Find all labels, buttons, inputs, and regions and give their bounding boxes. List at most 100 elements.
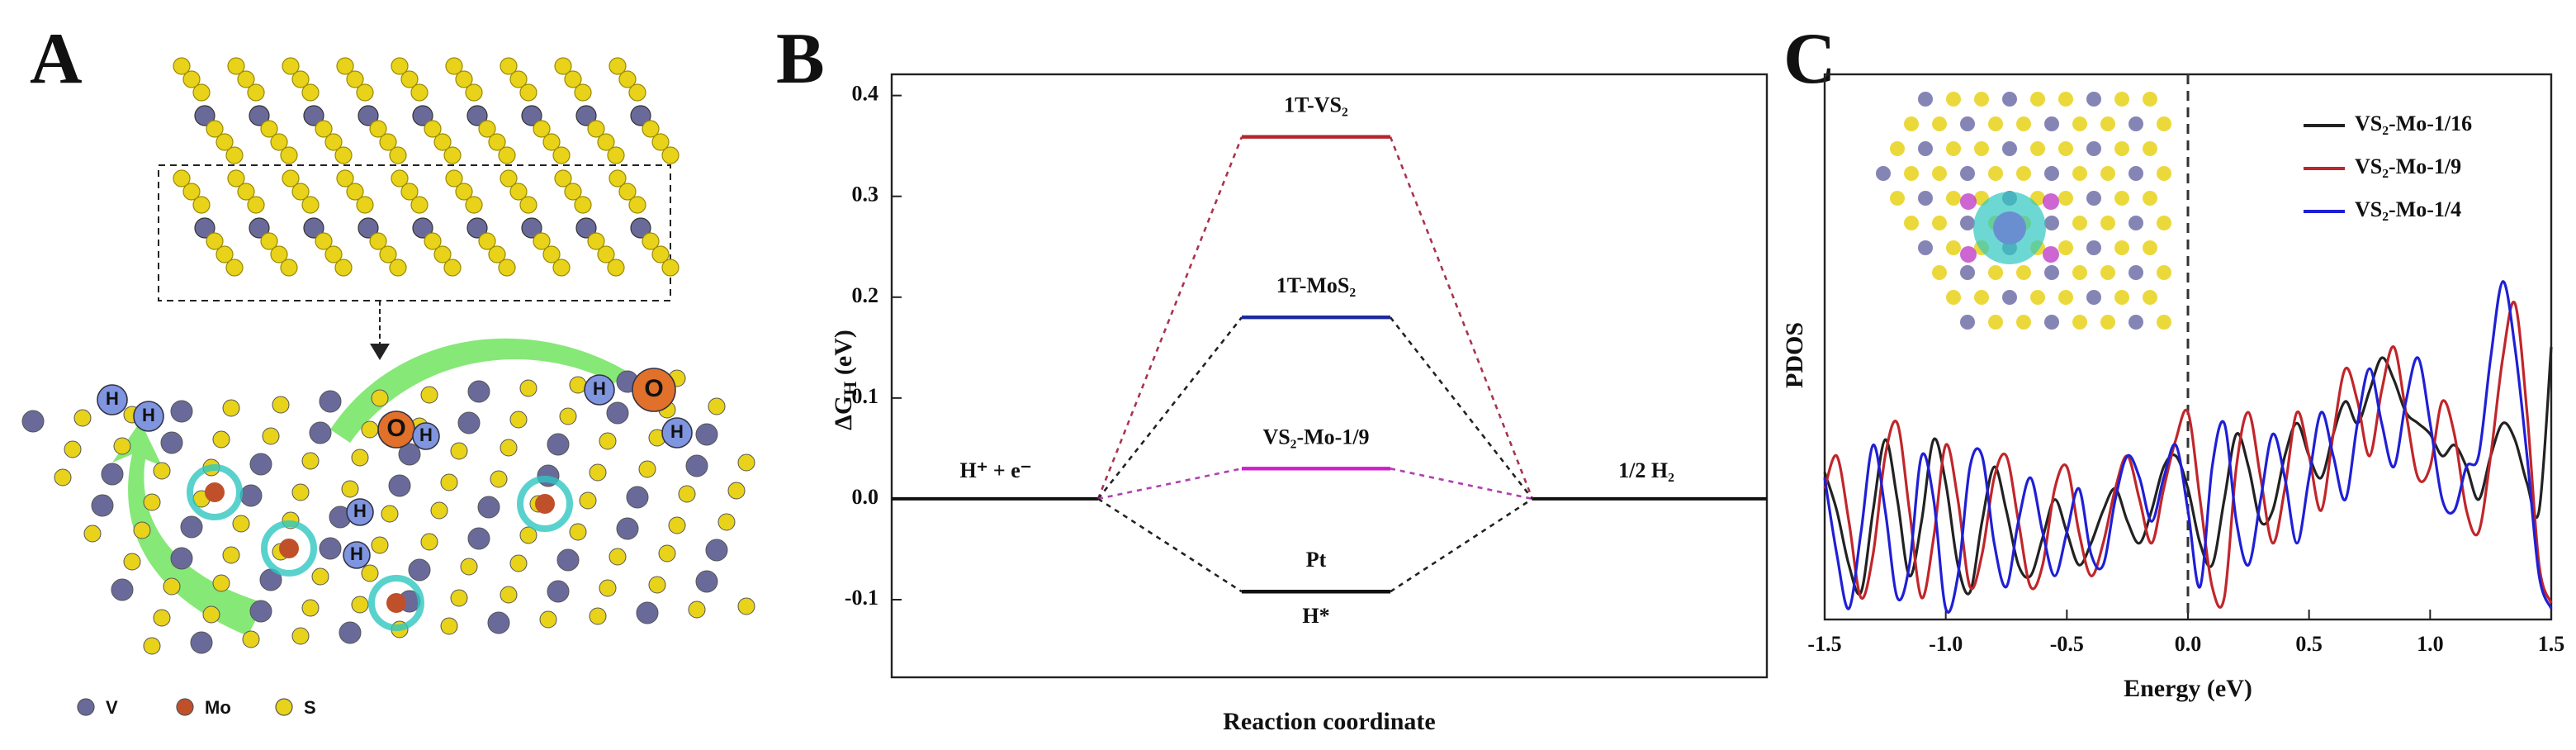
sulfur-atom	[2157, 265, 2171, 280]
vanadium-atom	[2044, 166, 2059, 181]
sulfur-atom	[324, 133, 343, 151]
sulfur-atom	[2030, 92, 2045, 107]
sulfur-atom	[2058, 191, 2073, 206]
sulfur-atom	[1932, 166, 1947, 181]
sulfur-atom	[227, 169, 245, 188]
sulfur-atom	[400, 183, 419, 201]
sulfur-atom	[192, 83, 211, 102]
sulfur-atom	[542, 245, 561, 263]
sulfur-atom	[400, 70, 419, 88]
atom-label: O	[644, 375, 663, 402]
vanadium-atom	[1918, 141, 1933, 156]
sulfur-atom	[334, 146, 353, 164]
sulfur-atom	[389, 146, 407, 164]
vanadium-atom	[1960, 216, 1975, 230]
sulfur-atom	[2143, 240, 2157, 255]
sulfur-atom	[2143, 141, 2157, 156]
vanadium-atom	[339, 621, 362, 644]
vanadium-atom	[398, 443, 421, 466]
sulfur-atom	[737, 597, 755, 615]
arrow-head	[370, 344, 390, 360]
sulfur-atom	[379, 245, 397, 263]
sulfur-atom	[440, 473, 458, 491]
x-tick-label: 0.5	[2295, 632, 2323, 656]
sulfur-atom	[1946, 191, 1961, 206]
vanadium-atom	[477, 496, 500, 519]
charge-density	[261, 520, 317, 577]
atom-label: H	[670, 421, 684, 442]
vanadium-atom	[556, 548, 580, 572]
vanadium-atom	[319, 390, 342, 413]
charge-density	[1960, 246, 1977, 263]
vanadium-atom	[194, 105, 215, 126]
sulfur-atom	[1946, 141, 1961, 156]
sulfur-atom	[651, 133, 670, 151]
vanadium-atom	[606, 401, 629, 425]
atom	[584, 374, 615, 406]
sulfur-atom	[450, 589, 468, 607]
sulfur-atom	[460, 558, 478, 576]
atom	[412, 422, 440, 450]
sulfur-atom	[2058, 290, 2073, 305]
sulfur-atom	[73, 409, 92, 427]
sulfur-atom	[262, 427, 280, 445]
legend-swatch	[176, 698, 194, 716]
vanadium-atom	[1876, 166, 1891, 181]
vanadium-atom	[521, 105, 542, 126]
sulfur-atom	[579, 491, 597, 510]
sulfur-atom	[589, 607, 607, 625]
sulfur-atom	[291, 627, 310, 645]
sulfur-atom	[346, 183, 364, 201]
vanadium-atom	[1918, 191, 1933, 206]
sulfur-atom	[247, 196, 265, 214]
sulfur-atom	[539, 610, 557, 629]
x-tick-label: 1.0	[2417, 632, 2444, 656]
sulfur-atom	[356, 83, 374, 102]
sulfur-atom	[215, 133, 234, 151]
sulfur-atom	[450, 442, 468, 460]
sulfur-atom	[500, 586, 518, 604]
sulfur-atom	[465, 196, 483, 214]
sulfur-atom	[143, 637, 161, 655]
sulfur-atom	[1988, 265, 2003, 280]
sulfur-atom	[618, 183, 637, 201]
sulfur-atom	[433, 245, 452, 263]
sulfur-atom	[237, 70, 255, 88]
vanadium-atom	[2129, 216, 2143, 230]
sulfur-atom	[424, 232, 442, 250]
sulfur-atom	[500, 57, 518, 75]
sulfur-atom	[212, 430, 230, 449]
sulfur-atom	[215, 245, 234, 263]
vanadium-atom	[412, 217, 433, 239]
sulfur-atom	[1904, 166, 1919, 181]
sulfur-atom	[361, 564, 379, 582]
vanadium-atom	[309, 421, 332, 444]
y-axis-label-unit: (eV)	[830, 330, 857, 381]
sulfur-atom	[280, 259, 298, 277]
x-tick-label: 0.0	[2175, 632, 2202, 656]
sulfur-atom	[509, 411, 528, 429]
atom	[343, 541, 371, 569]
sulfur-atom	[688, 600, 706, 619]
vanadium-atom	[467, 527, 490, 550]
sulfur-atom	[509, 70, 528, 88]
sulfur-atom	[153, 462, 171, 480]
series-line	[1823, 300, 2553, 609]
sulfur-atom	[642, 232, 660, 250]
vanadium-atom	[2086, 240, 2101, 255]
sulfur-atom	[182, 70, 201, 88]
charge-density	[187, 464, 243, 520]
sulfur-atom	[260, 232, 278, 250]
vanadium-atom	[2044, 216, 2059, 230]
vanadium-atom	[170, 400, 193, 423]
sulfur-atom	[2072, 116, 2087, 131]
sulfur-atom	[608, 548, 627, 566]
y-axis-label: PDOS	[1781, 322, 1808, 388]
atom	[97, 384, 128, 415]
vanadium-atom	[2129, 265, 2143, 280]
sulfur-atom	[498, 146, 516, 164]
legend-swatch	[77, 698, 95, 716]
sulfur-atom	[455, 183, 473, 201]
sulfur-atom	[2114, 92, 2129, 107]
